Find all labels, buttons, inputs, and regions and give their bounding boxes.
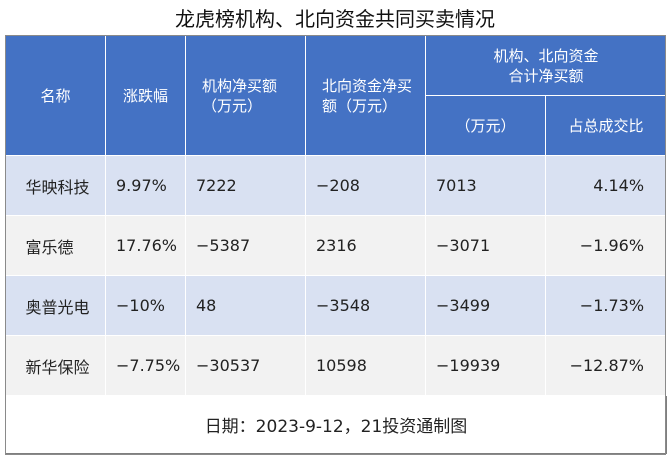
cell-inst-net: 7222: [185, 155, 306, 216]
cell-name: 新华保险: [5, 335, 106, 396]
header-north-net: 北向资金净买 额（万元）: [305, 35, 426, 156]
cell-name: 华映科技: [5, 155, 106, 216]
header-north-net-line1: 北向资金净买: [322, 76, 413, 95]
cell-north-net: −3548: [305, 275, 426, 336]
cell-inst-net: −5387: [185, 215, 306, 276]
cell-change: −7.75%: [105, 335, 186, 396]
cell-inst-net: −30537: [185, 335, 306, 396]
cell-ratio: −1.96%: [545, 215, 668, 276]
cell-inst-net: 48: [185, 275, 306, 336]
cell-north-net: 10598: [305, 335, 426, 396]
header-inst-net-line1: 机构净买额: [202, 76, 278, 95]
header-inst-net-line2: （万元）: [202, 96, 263, 115]
cell-combined: −3071: [425, 215, 546, 276]
header-combined: 机构、北向资金 合计净买额: [424, 35, 668, 96]
header-change: 涨跌幅: [105, 35, 186, 156]
cell-north-net: 2316: [305, 215, 426, 276]
data-table: 名称 涨跌幅 机构净买额 （万元） 北向资金净买 额（万元） 机构、北向资金 合…: [4, 35, 668, 454]
header-combined-line1: 机构、北向资金: [493, 46, 599, 65]
table-row: 奥普光电 −10% 48 −3548 −3499 −1.73%: [5, 275, 668, 336]
header-north-net-line2: 额（万元）: [322, 96, 398, 115]
cell-combined: −3499: [425, 275, 546, 336]
header-inst-net: 机构净买额 （万元）: [185, 35, 306, 156]
table-row: 富乐德 17.76% −5387 2316 −3071 −1.96%: [5, 215, 668, 276]
cell-combined: −19939: [425, 335, 546, 396]
cell-north-net: −208: [305, 155, 426, 216]
header-combined-ratio: 占总成交比: [544, 95, 668, 156]
cell-ratio: −1.73%: [545, 275, 668, 336]
table-title: 龙虎榜机构、北向资金共同买卖情况: [175, 7, 495, 31]
table-row: 华映科技 9.97% 7222 −208 7013 4.14%: [5, 155, 668, 216]
header-combined-unit: （万元）: [425, 95, 546, 156]
cell-ratio: 4.14%: [545, 155, 668, 216]
header-combined-line2: 合计净买额: [508, 66, 584, 85]
table-row: 新华保险 −7.75% −30537 10598 −19939 −12.87%: [5, 335, 668, 396]
cell-combined: 7013: [425, 155, 546, 216]
cell-name: 奥普光电: [5, 275, 106, 336]
header-name: 名称: [5, 35, 106, 156]
cell-change: 17.76%: [105, 215, 186, 276]
cell-ratio: −12.87%: [545, 335, 668, 396]
cell-change: 9.97%: [105, 155, 186, 216]
cell-name: 富乐德: [5, 215, 106, 276]
footer-note: 日期：2023-9-12，21投资通制图: [4, 395, 668, 454]
cell-change: −10%: [105, 275, 186, 336]
